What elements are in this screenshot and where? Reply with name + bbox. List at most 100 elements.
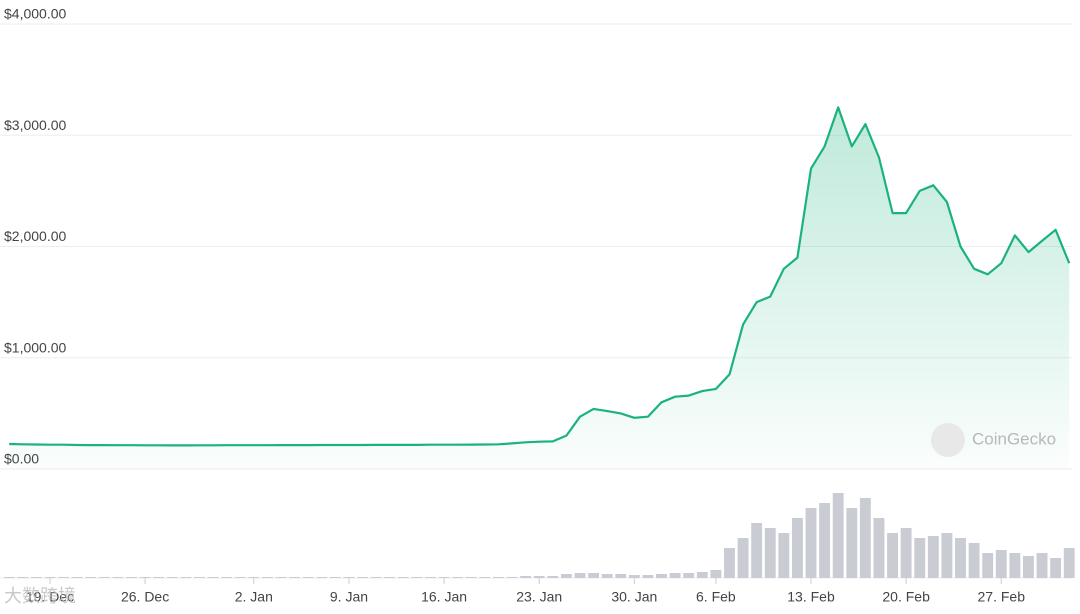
price-area bbox=[9, 107, 1070, 470]
volume-bar bbox=[710, 570, 722, 578]
volume-bar bbox=[520, 576, 532, 578]
volume-bar bbox=[207, 577, 219, 578]
volume-bar bbox=[764, 528, 776, 578]
volume-bar bbox=[941, 533, 953, 578]
volume-bar bbox=[302, 577, 314, 578]
y-tick-label: $3,000.00 bbox=[4, 117, 66, 133]
volume-bar bbox=[791, 518, 803, 578]
volume-bar bbox=[289, 577, 301, 578]
volume-bar bbox=[465, 577, 477, 578]
volume-bar bbox=[533, 576, 545, 578]
volume-bar bbox=[778, 533, 790, 578]
volume-bar bbox=[900, 528, 912, 578]
volume-bar bbox=[44, 577, 56, 578]
volume-bar bbox=[683, 573, 695, 578]
x-tick-label: 19. Dec bbox=[26, 589, 74, 605]
volume-bar bbox=[1050, 558, 1062, 578]
x-tick-label: 2. Jan bbox=[235, 589, 273, 605]
x-tick-label: 13. Feb bbox=[787, 589, 835, 605]
volume-bar bbox=[85, 577, 97, 578]
volume-bar bbox=[955, 538, 966, 578]
volume-bar bbox=[982, 553, 994, 578]
volume-bar bbox=[887, 533, 898, 578]
y-tick-label: $2,000.00 bbox=[4, 228, 66, 244]
volume-bar bbox=[873, 518, 885, 578]
volume-bar bbox=[438, 577, 450, 578]
volume-bar bbox=[628, 575, 640, 578]
volume-bar bbox=[859, 498, 871, 578]
y-tick-label: $4,000.00 bbox=[4, 6, 66, 22]
volume-bar bbox=[737, 538, 749, 578]
volume-bar bbox=[1009, 553, 1021, 578]
x-tick-label: 23. Jan bbox=[516, 589, 562, 605]
volume-bar bbox=[3, 577, 15, 578]
volume-bar bbox=[588, 573, 600, 578]
volume-bar bbox=[642, 575, 654, 578]
volume-bar bbox=[832, 493, 844, 578]
volume-bar bbox=[656, 574, 667, 578]
volume-bar bbox=[30, 577, 42, 578]
volume-bar bbox=[927, 536, 939, 578]
volume-bar bbox=[343, 577, 355, 578]
volume-bar bbox=[234, 577, 246, 578]
volume-bar bbox=[275, 577, 287, 578]
volume-bar bbox=[139, 577, 151, 578]
x-tick-label: 16. Jan bbox=[421, 589, 467, 605]
volume-bar bbox=[560, 574, 572, 578]
volume-bar bbox=[221, 577, 233, 578]
x-tick-label: 27. Feb bbox=[978, 589, 1026, 605]
volume-bar bbox=[1023, 556, 1034, 578]
volume-bar bbox=[914, 538, 926, 578]
x-tick-label: 26. Dec bbox=[121, 589, 169, 605]
volume-bar bbox=[615, 574, 627, 578]
volume-bar bbox=[261, 577, 273, 578]
volume-bar bbox=[180, 577, 192, 578]
volume-bar bbox=[370, 577, 382, 578]
volume-bar bbox=[751, 523, 763, 578]
volume-bar bbox=[479, 577, 491, 578]
x-tick-label: 30. Jan bbox=[611, 589, 657, 605]
volume-bar bbox=[153, 577, 165, 578]
volume-bar bbox=[126, 577, 137, 578]
volume-bar bbox=[357, 577, 368, 578]
volume-bar bbox=[71, 577, 83, 578]
watermark: CoinGecko bbox=[972, 429, 1056, 448]
volume-bar bbox=[968, 543, 980, 578]
x-tick-label: 6. Feb bbox=[696, 589, 736, 605]
volume-bar bbox=[194, 577, 205, 578]
volume-bar bbox=[696, 572, 708, 578]
volume-bar bbox=[452, 577, 464, 578]
volume-bar bbox=[425, 577, 436, 578]
volume-bar bbox=[846, 508, 858, 578]
volume-bar bbox=[601, 574, 613, 578]
volume-bar bbox=[805, 508, 817, 578]
volume-bar bbox=[493, 577, 504, 578]
x-tick-label: 20. Feb bbox=[882, 589, 930, 605]
volume-bar bbox=[329, 577, 341, 578]
watermark-logo bbox=[931, 423, 965, 457]
volume-bar bbox=[506, 577, 518, 578]
volume-bar bbox=[724, 548, 735, 578]
volume-bar bbox=[1036, 553, 1048, 578]
volume-bar bbox=[397, 577, 409, 578]
volume-bar bbox=[384, 577, 396, 578]
volume-bar bbox=[98, 577, 110, 578]
volume-bar bbox=[112, 577, 124, 578]
volume-bar bbox=[166, 577, 178, 578]
volume-bar bbox=[669, 573, 681, 578]
y-tick-label: $1,000.00 bbox=[4, 339, 66, 355]
price-line bbox=[9, 106, 1071, 447]
volume-bar bbox=[17, 577, 29, 578]
volume-bar bbox=[1063, 548, 1075, 578]
volume-bar bbox=[411, 577, 423, 578]
x-tick-label: 9. Jan bbox=[330, 589, 368, 605]
volume-bar bbox=[58, 577, 69, 578]
overlay-watermark: 大数跨境 bbox=[4, 586, 76, 606]
volume-bar bbox=[547, 576, 559, 578]
volume-bar bbox=[574, 573, 586, 578]
volume-bar bbox=[819, 503, 831, 578]
volume-bar bbox=[995, 550, 1007, 578]
volume-bar bbox=[248, 577, 260, 578]
volume-bar bbox=[316, 577, 328, 578]
